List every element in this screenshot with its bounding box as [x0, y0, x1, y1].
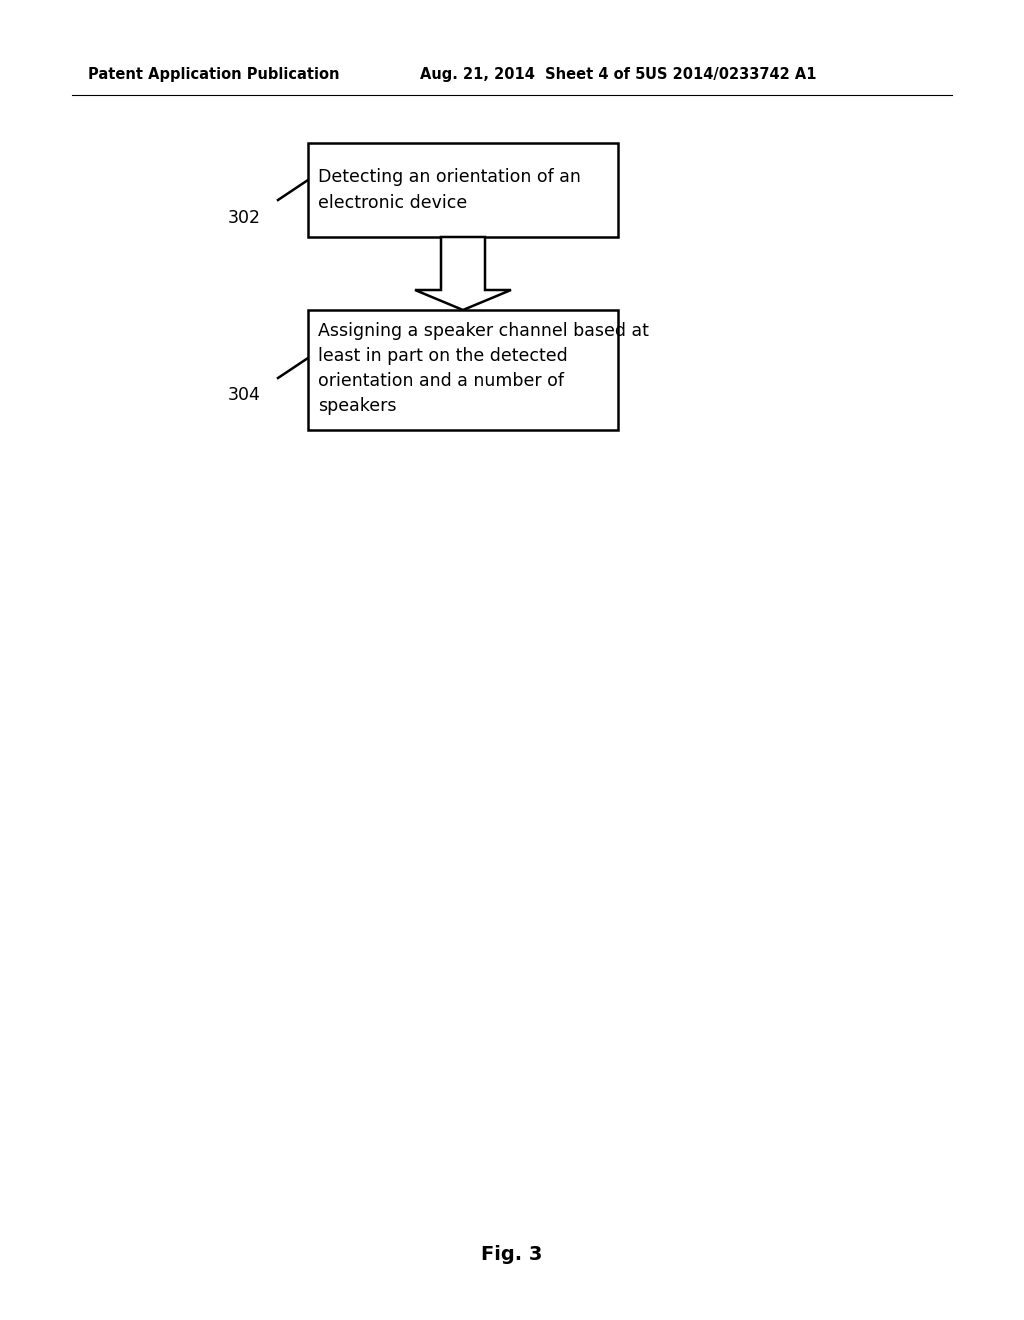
- Text: Assigning a speaker channel based at
least in part on the detected
orientation a: Assigning a speaker channel based at lea…: [318, 322, 649, 414]
- Text: 304: 304: [228, 385, 261, 404]
- Text: Detecting an orientation of an
electronic device: Detecting an orientation of an electroni…: [318, 169, 581, 211]
- Text: Patent Application Publication: Patent Application Publication: [88, 67, 340, 82]
- Text: US 2014/0233742 A1: US 2014/0233742 A1: [645, 67, 816, 82]
- Text: Aug. 21, 2014  Sheet 4 of 5: Aug. 21, 2014 Sheet 4 of 5: [420, 67, 645, 82]
- Bar: [308, 310, 618, 430]
- Text: Fig. 3: Fig. 3: [481, 1246, 543, 1265]
- Polygon shape: [415, 238, 511, 310]
- Text: 302: 302: [228, 209, 261, 227]
- Bar: [308, 143, 618, 238]
